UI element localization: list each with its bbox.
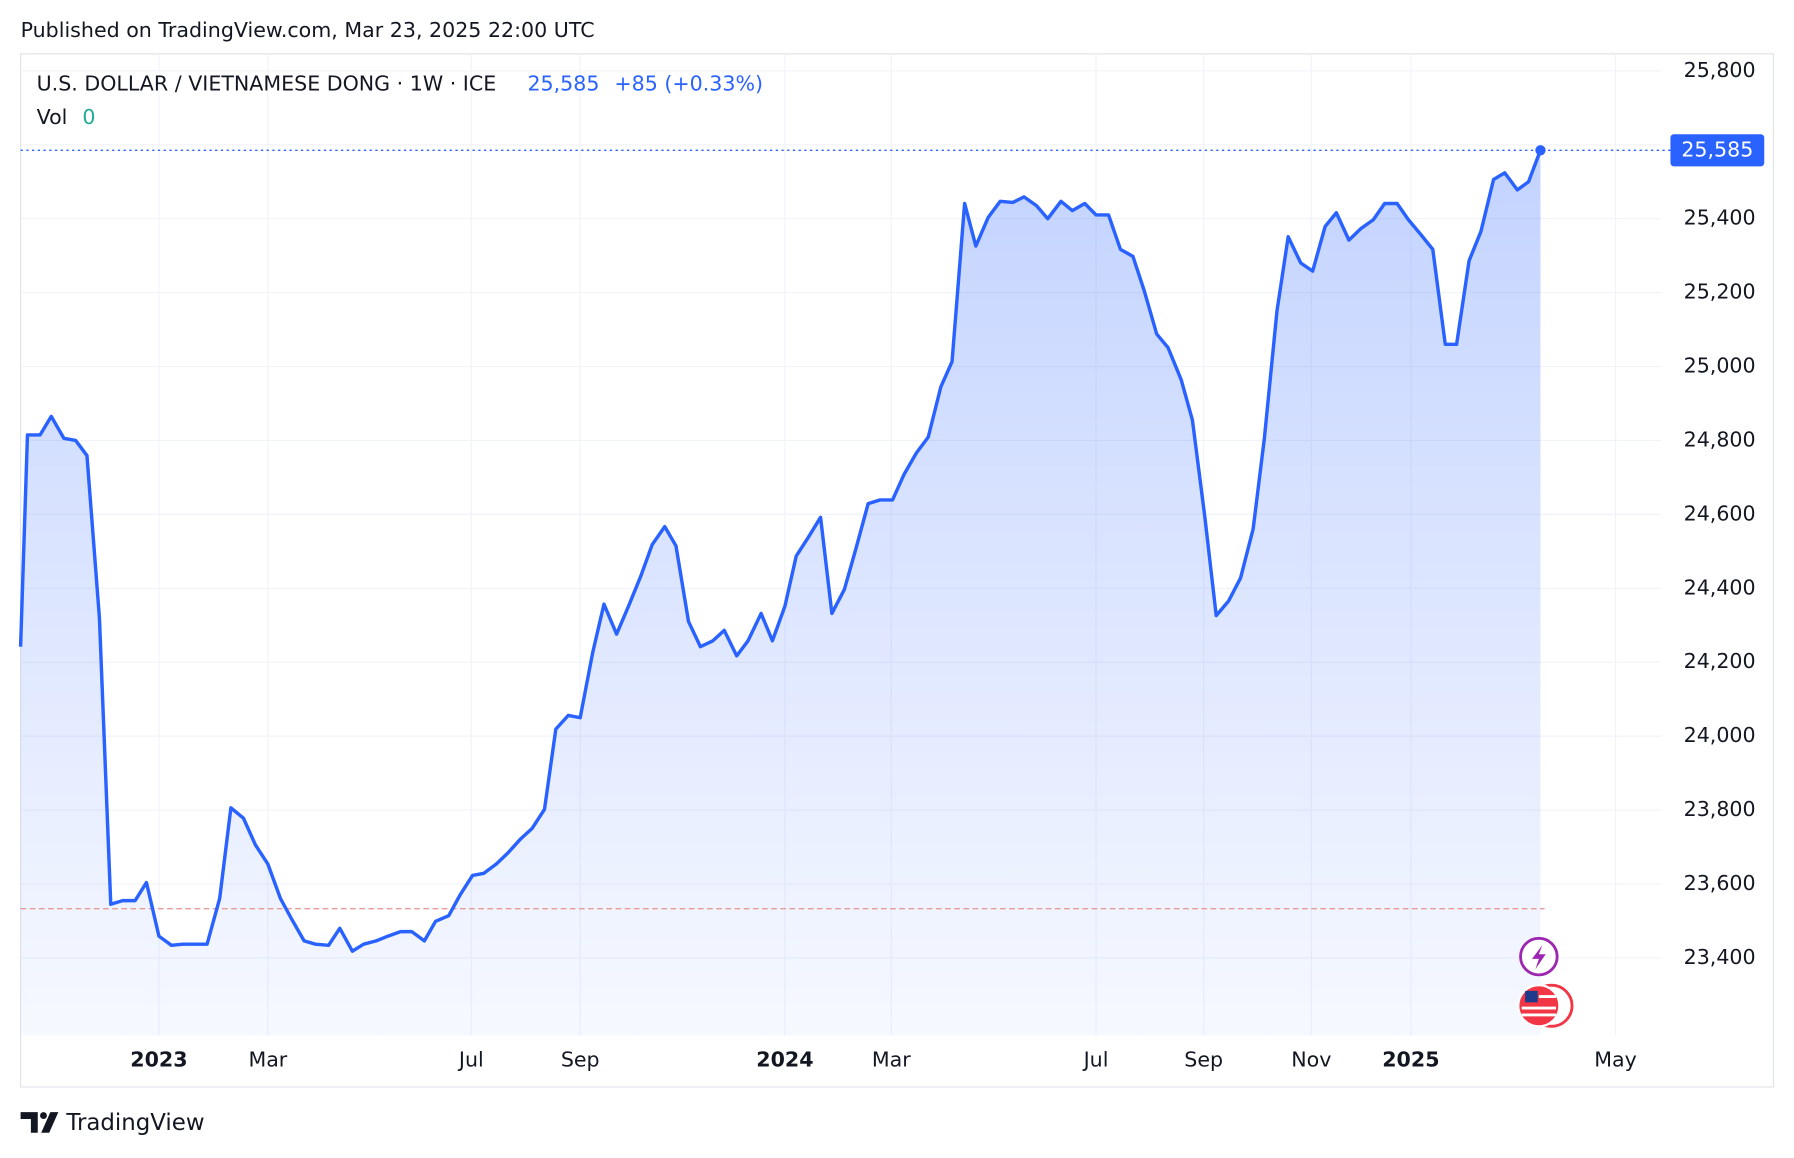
- x-tick-label: Jul: [1082, 1048, 1109, 1072]
- brand: TradingView: [20, 1110, 205, 1136]
- x-tick-label: Jul: [457, 1048, 484, 1072]
- chart-frame: [20, 53, 1774, 1088]
- last-price-tag: [1670, 134, 1765, 167]
- last-price-label: 25,585: [1681, 137, 1753, 161]
- symbol-title: U.S. DOLLAR / VIETNAMESE DONG · 1W · ICE: [37, 72, 497, 96]
- x-tick-label: 2023: [130, 1048, 187, 1072]
- y-tick-label: 24,800: [1684, 427, 1756, 451]
- brand-name: TradingView: [65, 1110, 204, 1136]
- x-tick-label: May: [1594, 1048, 1637, 1072]
- y-tick-label: 24,400: [1684, 575, 1756, 599]
- published-note: Published on TradingView.com, Mar 23, 20…: [21, 18, 595, 42]
- y-tick-label: 25,400: [1684, 206, 1756, 230]
- volume-value: 0: [82, 105, 95, 129]
- x-tick-label: Nov: [1291, 1048, 1331, 1072]
- y-tick-label: 25,800: [1684, 58, 1756, 82]
- x-tick-label: 2024: [756, 1048, 813, 1072]
- plot: 25,585: [18, 134, 1765, 1036]
- y-tick-label: 24,000: [1684, 723, 1756, 747]
- y-tick-label: 25,200: [1684, 280, 1756, 304]
- y-tick-label: 23,800: [1684, 797, 1756, 821]
- price-change: +85 (+0.33%): [614, 72, 763, 96]
- y-tick-label: 25,000: [1684, 354, 1756, 378]
- x-tick-label: Sep: [1184, 1048, 1223, 1072]
- y-tick-label: 24,600: [1684, 501, 1756, 525]
- y-tick-label: 23,400: [1684, 945, 1756, 969]
- price-line: [18, 149, 1543, 953]
- x-tick-label: Sep: [561, 1048, 600, 1072]
- y-tick-label: 23,600: [1684, 871, 1756, 895]
- last-point: [1535, 145, 1546, 156]
- price: 25,585: [527, 72, 599, 96]
- event-icons: [1517, 936, 1574, 1028]
- volume-label: Vol: [37, 105, 68, 129]
- y-tick-label: 24,200: [1684, 649, 1756, 673]
- x-tick-label: Mar: [872, 1048, 911, 1072]
- area-fill: [20, 150, 1541, 1036]
- x-tick-label: 2025: [1382, 1048, 1439, 1072]
- x-tick-label: Mar: [248, 1048, 287, 1072]
